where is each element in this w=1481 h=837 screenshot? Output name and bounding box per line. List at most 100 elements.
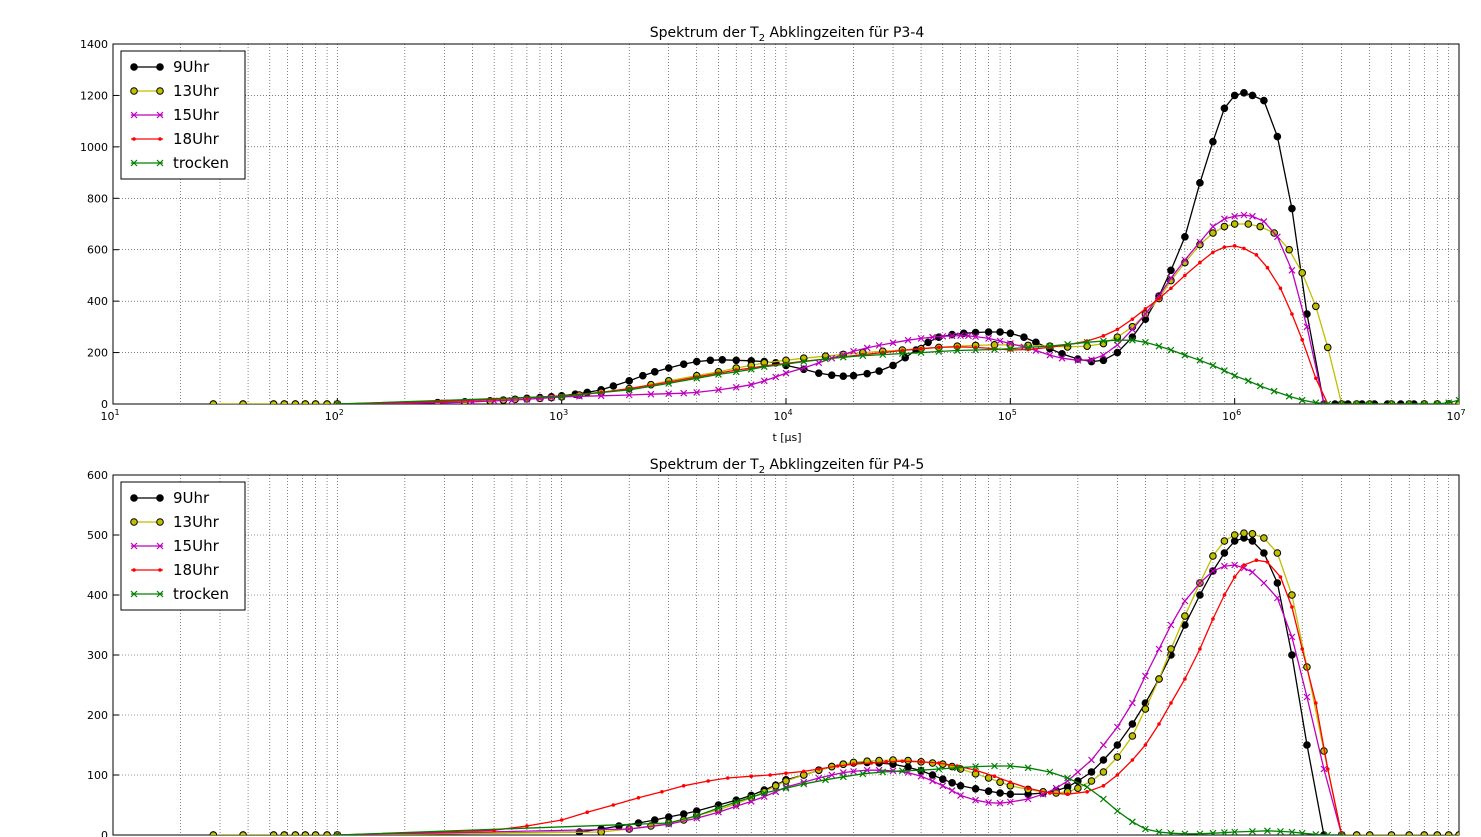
data-point: [972, 333, 980, 341]
data-point: [859, 770, 867, 778]
data-point: [1288, 204, 1296, 213]
data-point: [1288, 633, 1296, 641]
data-point: [1209, 829, 1217, 835]
grid-p3-4: [113, 43, 1459, 405]
data-point: [634, 819, 643, 827]
data-point: [879, 768, 887, 776]
data-point: [849, 371, 858, 380]
data-point: [291, 400, 300, 404]
data-point: [1099, 768, 1108, 776]
data-point: [782, 369, 790, 377]
data-point: [1196, 579, 1204, 587]
data-point: [1312, 399, 1320, 404]
data-point: [1024, 795, 1032, 803]
data-point: [1298, 829, 1306, 835]
data-point: [693, 812, 701, 820]
data-point: [559, 818, 564, 822]
data-point: [718, 355, 727, 364]
data-point: [1083, 783, 1091, 791]
series-15Uhr: [333, 211, 1346, 404]
data-point: [1113, 336, 1121, 344]
data-point: [749, 774, 754, 778]
data-point: [1220, 549, 1229, 557]
data-point: [1260, 218, 1268, 225]
data-point: [1141, 825, 1149, 833]
data-point: [1209, 137, 1217, 146]
data-point: [1128, 720, 1137, 728]
data-point: [1088, 756, 1095, 764]
legend-label: 15Uhr: [173, 537, 220, 555]
data-point: [822, 776, 829, 784]
data-point: [839, 773, 847, 781]
data-point: [996, 328, 1004, 336]
x-tick-label: 103: [549, 408, 568, 423]
data-point: [851, 762, 856, 766]
data-point: [900, 759, 905, 763]
data-point: [948, 779, 956, 787]
data-point: [1024, 764, 1032, 772]
data-point: [948, 332, 956, 340]
data-point: [1358, 400, 1366, 404]
data-point: [1230, 220, 1239, 228]
data-point: [1331, 400, 1339, 404]
data-point: [732, 383, 740, 391]
data-point: [291, 831, 300, 835]
data-point: [732, 798, 740, 806]
chart-title-p3-4: Spektrum der T2 Abklingzeiten für P3-4: [650, 25, 925, 44]
data-point: [1020, 333, 1028, 341]
data-point: [1155, 292, 1163, 300]
data-point: [772, 373, 780, 381]
data-point: [1396, 400, 1405, 404]
legend-marker: [156, 63, 164, 71]
data-point: [715, 386, 722, 394]
data-point: [1006, 798, 1014, 806]
data-point: [1046, 768, 1054, 776]
data-point: [1032, 338, 1040, 347]
data-point: [609, 382, 618, 390]
data-point: [1288, 591, 1296, 599]
data-point: [1231, 828, 1239, 835]
data-point: [1143, 743, 1148, 747]
data-point: [889, 339, 897, 347]
data-point: [1260, 534, 1268, 542]
data-point: [839, 760, 848, 769]
data-point: [239, 400, 247, 404]
data-point: [280, 400, 289, 404]
data-point: [1058, 354, 1066, 362]
data-point: [815, 359, 823, 367]
legend-label: 15Uhr: [173, 106, 220, 124]
data-point: [1285, 245, 1293, 254]
legend-label: 18Uhr: [173, 561, 220, 579]
data-point: [760, 377, 768, 385]
data-point: [1196, 238, 1204, 246]
data-point: [1230, 531, 1239, 539]
data-point: [1300, 647, 1304, 651]
data-point: [1260, 549, 1268, 557]
data-point: [1303, 323, 1311, 331]
data-point: [1303, 741, 1311, 749]
data-point: [732, 356, 741, 365]
data-point: [1087, 768, 1096, 776]
data-point: [816, 767, 821, 771]
data-point: [1088, 356, 1095, 364]
data-point: [917, 772, 925, 780]
data-point: [827, 371, 836, 380]
data-point: [955, 345, 960, 349]
data-point: [1209, 567, 1217, 575]
data-point: [665, 390, 673, 398]
data-point: [547, 394, 555, 401]
data-point: [800, 358, 808, 365]
data-point: [1141, 705, 1150, 713]
legend-label: 13Uhr: [173, 82, 220, 100]
y-tick-label: 1400: [80, 38, 108, 51]
data-point: [1366, 400, 1374, 404]
data-point: [1290, 605, 1294, 609]
chart-title-p4-5: Spektrum der T2 Abklingzeiten für P4-5: [650, 457, 925, 476]
data-point: [1248, 91, 1257, 100]
data-point: [929, 777, 936, 785]
data-point: [1352, 831, 1361, 835]
data-point: [971, 785, 980, 793]
data-point: [1273, 549, 1282, 557]
data-point: [814, 369, 823, 377]
data-point: [1006, 345, 1014, 353]
